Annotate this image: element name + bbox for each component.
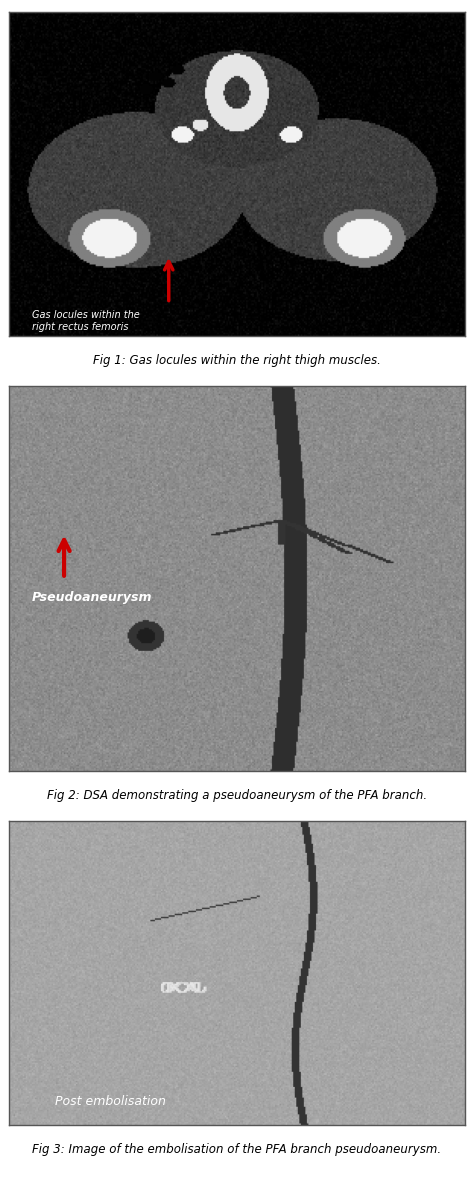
Text: Fig 3: Image of the embolisation of the PFA branch pseudoaneurysm.: Fig 3: Image of the embolisation of the …	[32, 1143, 442, 1156]
Text: Gas locules within the
right rectus femoris: Gas locules within the right rectus femo…	[32, 310, 140, 332]
Text: Pseudoaneurysm: Pseudoaneurysm	[32, 591, 153, 604]
Text: Fig 1: Gas locules within the right thigh muscles.: Fig 1: Gas locules within the right thig…	[93, 354, 381, 367]
Text: Fig 2: DSA demonstrating a pseudoaneurysm of the PFA branch.: Fig 2: DSA demonstrating a pseudoaneurys…	[47, 789, 427, 802]
Text: Post embolisation: Post embolisation	[55, 1095, 166, 1108]
